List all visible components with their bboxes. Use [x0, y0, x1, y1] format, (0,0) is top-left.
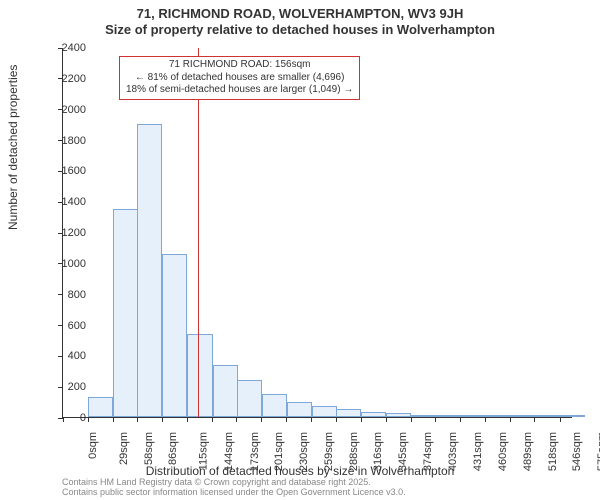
xtick-mark	[560, 417, 561, 422]
xtick-label: 144sqm	[224, 432, 236, 471]
xtick-label: 86sqm	[167, 432, 179, 465]
xtick-label: 29sqm	[118, 432, 130, 465]
xtick-label: 431sqm	[472, 432, 484, 471]
xtick-label: 460sqm	[497, 432, 509, 471]
ytick-label: 1200	[46, 227, 86, 239]
histogram-bar	[213, 365, 238, 417]
xtick-mark	[460, 417, 461, 422]
annotation-box: 71 RICHMOND ROAD: 156sqm← 81% of detache…	[119, 56, 360, 100]
xtick-mark	[311, 417, 312, 422]
histogram-bar	[411, 415, 436, 417]
histogram-bar	[312, 406, 337, 417]
ytick-label: 2000	[46, 104, 86, 116]
footer-line2: Contains public sector information licen…	[62, 488, 406, 498]
xtick-label: 345sqm	[397, 432, 409, 471]
xtick-label: 518sqm	[547, 432, 559, 471]
xtick-label: 259sqm	[323, 432, 335, 471]
xtick-mark	[336, 417, 337, 422]
histogram-bar	[113, 209, 138, 417]
ytick-label: 800	[46, 289, 86, 301]
histogram-bar	[560, 415, 585, 417]
xtick-label: 575sqm	[596, 432, 600, 471]
histogram-bar	[262, 394, 287, 417]
ytick-label: 200	[46, 381, 86, 393]
annotation-line2: ← 81% of detached houses are smaller (4,…	[126, 72, 353, 85]
xtick-mark	[88, 417, 89, 422]
xtick-label: 230sqm	[298, 432, 310, 471]
histogram-bar	[535, 415, 560, 417]
y-axis-label: Number of detached properties	[6, 65, 20, 230]
annotation-line1: 71 RICHMOND ROAD: 156sqm	[126, 59, 353, 72]
ytick-label: 400	[46, 350, 86, 362]
annotation-line3: 18% of semi-detached houses are larger (…	[126, 84, 353, 97]
histogram-bar	[287, 402, 312, 417]
xtick-mark	[411, 417, 412, 422]
histogram-bar	[137, 124, 162, 417]
xtick-label: 546sqm	[571, 432, 583, 471]
plot-area: 71 RICHMOND ROAD: 156sqm← 81% of detache…	[62, 48, 572, 418]
ytick-label: 1000	[46, 258, 86, 270]
chart-title-line2: Size of property relative to detached ho…	[0, 22, 600, 38]
histogram-bar	[386, 413, 411, 417]
histogram-bar	[361, 412, 386, 417]
xtick-mark	[137, 417, 138, 422]
ytick-label: 0	[46, 412, 86, 424]
xtick-mark	[212, 417, 213, 422]
ytick-label: 1400	[46, 196, 86, 208]
histogram-bar	[162, 254, 187, 417]
histogram-bar	[336, 409, 361, 417]
xtick-label: 288sqm	[348, 432, 360, 471]
xtick-mark	[510, 417, 511, 422]
ytick-label: 2400	[46, 42, 86, 54]
xtick-mark	[485, 417, 486, 422]
histogram-bar	[88, 397, 113, 417]
histogram-bar	[486, 415, 511, 417]
xtick-mark	[361, 417, 362, 422]
xtick-label: 374sqm	[422, 432, 434, 471]
xtick-mark	[187, 417, 188, 422]
xtick-mark	[261, 417, 262, 422]
xtick-label: 489sqm	[522, 432, 534, 471]
plot-region: 71 RICHMOND ROAD: 156sqm← 81% of detache…	[62, 48, 572, 418]
histogram-bar	[237, 380, 262, 417]
histogram-bar	[436, 415, 461, 417]
histogram-bar	[461, 415, 486, 417]
xtick-mark	[236, 417, 237, 422]
xtick-label: 403sqm	[447, 432, 459, 471]
xtick-label: 0sqm	[87, 432, 99, 459]
xtick-mark	[162, 417, 163, 422]
xtick-mark	[113, 417, 114, 422]
xtick-label: 58sqm	[143, 432, 155, 465]
xtick-mark	[286, 417, 287, 422]
reference-marker-line	[198, 48, 199, 417]
xtick-label: 173sqm	[249, 432, 261, 471]
xtick-mark	[386, 417, 387, 422]
histogram-bar	[511, 415, 536, 417]
chart-container: 71, RICHMOND ROAD, WOLVERHAMPTON, WV3 9J…	[0, 0, 600, 500]
ytick-label: 600	[46, 320, 86, 332]
xtick-mark	[534, 417, 535, 422]
xtick-mark	[435, 417, 436, 422]
xtick-label: 201sqm	[273, 432, 285, 471]
ytick-label: 1800	[46, 135, 86, 147]
chart-title-line1: 71, RICHMOND ROAD, WOLVERHAMPTON, WV3 9J…	[0, 0, 600, 22]
ytick-label: 1600	[46, 165, 86, 177]
xtick-label: 316sqm	[372, 432, 384, 471]
xtick-label: 115sqm	[198, 432, 210, 470]
histogram-bar	[187, 334, 212, 417]
footer-attribution: Contains HM Land Registry data © Crown c…	[62, 478, 406, 498]
ytick-label: 2200	[46, 73, 86, 85]
